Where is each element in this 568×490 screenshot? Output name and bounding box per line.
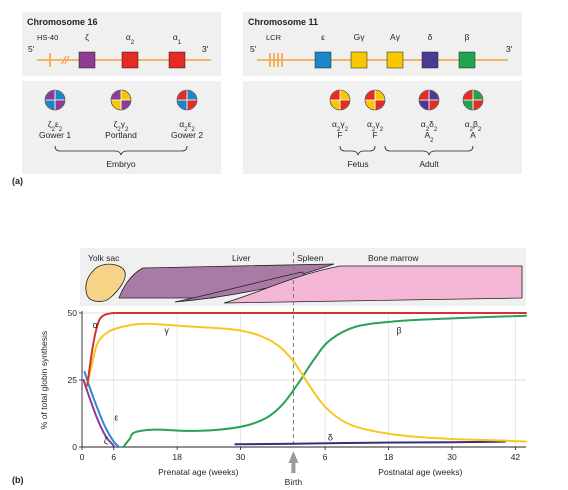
hemoglobin-formula: α2γ2 (367, 119, 384, 133)
chr11-three-prime: 3' (506, 44, 513, 54)
site-label-spleen: Spleen (297, 253, 324, 263)
series-label: ε (114, 413, 118, 423)
series-label: β (397, 325, 402, 335)
adult-label: Adult (419, 159, 439, 169)
x-tick-label: 30 (236, 452, 246, 462)
prenatal-axis-label: Prenatal age (weeks) (158, 467, 238, 477)
series-line-ζ (82, 379, 115, 447)
birth-label: Birth (285, 477, 303, 487)
chr16-five-prime: 5' (28, 44, 35, 54)
site-label-liver: Liver (232, 253, 251, 263)
site-label-yolk-sac: Yolk sac (88, 253, 120, 263)
x-tick-label: 18 (384, 452, 394, 462)
chromosome16-map: Chromosome 16 5' 3' HS-40 ζ α2 α1 (27, 17, 211, 69)
hemoglobin-formula: α2β2 (465, 119, 482, 133)
y-tick-label: 0 (72, 442, 77, 452)
globin-synthesis-chart: 0 25 50 % of total globin synthesis 0 6 18 30 6 1… (39, 252, 527, 487)
yolk-sac-shape (85, 263, 126, 302)
hemoglobin-formula: α2ε2 (179, 119, 195, 133)
series-line-γ (86, 322, 527, 443)
chr11-gene-box (350, 51, 368, 69)
hemoglobin-formula: α2γ2 (332, 119, 349, 133)
chr16-gene-label: ζ (85, 32, 89, 42)
hemoglobin-name: A2 (424, 130, 434, 144)
chr11-gene-box (314, 51, 332, 69)
chr11-five-prime: 5' (250, 44, 257, 54)
hemoglobin-name: Portland (105, 130, 137, 140)
series-line-α (86, 311, 527, 387)
hemoglobin-name: F (337, 130, 342, 140)
hemoglobin-tetramer-icon (329, 89, 351, 111)
y-tick-label: 25 (68, 375, 78, 385)
embryo-label: Embryo (106, 159, 136, 169)
x-tick-label: 0 (80, 452, 85, 462)
adult-bracket (384, 145, 474, 156)
fetus-label: Fetus (347, 159, 368, 169)
chr11-gene-box (458, 51, 476, 69)
site-label-bone-marrow: Bone marrow (368, 253, 419, 263)
chromosome16-map-box (22, 12, 221, 76)
hemoglobin-tetramer-icon (44, 89, 66, 111)
chr11-gene-label: Gγ (354, 32, 366, 42)
x-tick-label: 6 (323, 452, 328, 462)
postnatal-axis-label: Postnatal age (weeks) (378, 467, 462, 477)
hemoglobin-name: A (470, 130, 476, 140)
y-axis-label: % of total globin synthesis (39, 331, 49, 429)
series-label: ζ (104, 435, 108, 445)
hemoglobin-tetramer-icon (110, 89, 132, 111)
series-line-δ (234, 440, 506, 446)
chromosome16-title: Chromosome 16 (27, 17, 98, 27)
chromosome11-map-box (243, 12, 522, 76)
hemoglobin-formula: ζ2γ2 (114, 119, 129, 133)
panel-a-label: (a) (12, 176, 23, 186)
hemoglobin-tetramer-icon (462, 89, 484, 111)
chromosome11-map: Chromosome 11 5' 3' LCR ε Gγ Aγ δ β (248, 17, 513, 69)
x-tick-label: 30 (447, 452, 457, 462)
chr11-gene-label: Aγ (390, 32, 401, 42)
birth-arrow-stem (291, 462, 296, 473)
chr16-three-prime: 3' (202, 44, 209, 54)
chr16-gene-box (168, 51, 186, 69)
chr16-gene-box (78, 51, 96, 69)
chr16-break-icon (61, 55, 70, 65)
series-label: γ (164, 325, 169, 335)
x-tick-label: 6 (111, 452, 116, 462)
chr11-gene-box (386, 51, 404, 69)
hemoglobin-formula: α2δ2 (421, 119, 438, 133)
chr11-gene-label: β (465, 32, 470, 42)
hemoglobin-tetramer-icon (418, 89, 440, 111)
x-tick-label: 42 (511, 452, 521, 462)
hemoglobin-tetramer-icon (364, 89, 386, 111)
fetus-bracket (339, 145, 376, 156)
hemoglobin-formula: ζ2ε2 (48, 119, 63, 133)
chr11-gene-box (421, 51, 439, 69)
chr16-hs40-label: HS-40 (37, 33, 58, 42)
chr11-gene-label: ε (321, 32, 325, 42)
chr11-lcr-label: LCR (266, 33, 282, 42)
hemoglobin-name: F (372, 130, 377, 140)
y-tick-label: 50 (68, 308, 78, 318)
chromosome11-title: Chromosome 11 (248, 17, 318, 27)
x-tick-label: 18 (172, 452, 182, 462)
bone-marrow-shape (223, 265, 523, 304)
series-label: α (93, 320, 98, 330)
series-label: δ (328, 433, 333, 443)
embryo-bracket (54, 145, 188, 156)
panel-b-label: (b) (12, 475, 24, 485)
chr11-lcr-marker (269, 53, 283, 67)
hemoglobin-name: Gower 2 (171, 130, 203, 140)
series-line-ε (83, 371, 120, 448)
birth-arrow-icon (288, 451, 299, 463)
hematopoietic-sites: Yolk sac Liver Spleen Bone marrow (85, 253, 523, 304)
hemoglobin-tetramer-icon (176, 89, 198, 111)
chr16-gene-label: α1 (173, 32, 182, 46)
chr11-gene-label: δ (428, 32, 433, 42)
chr16-gene-label: α2 (126, 32, 135, 46)
chr16-gene-box (121, 51, 139, 69)
hemoglobin-name: Gower 1 (39, 130, 71, 140)
series-line-β (123, 314, 527, 447)
